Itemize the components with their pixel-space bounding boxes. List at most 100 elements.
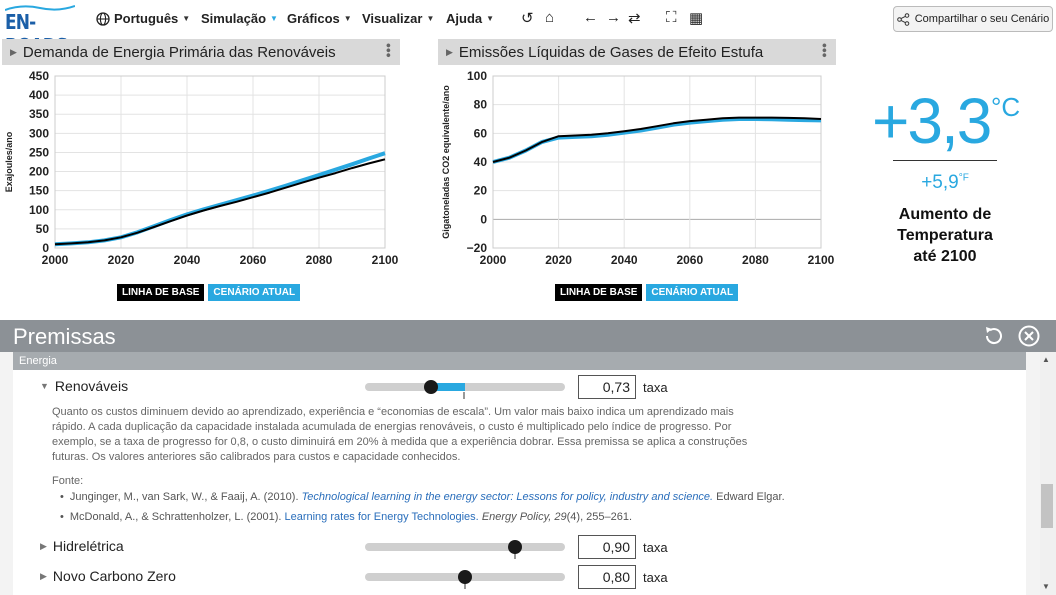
renewables-value-input[interactable]: 0,73 [578, 375, 636, 399]
more-options-icon[interactable]: ••• [381, 43, 397, 58]
x-tick-label: 2000 [42, 253, 69, 267]
series-line-baseline [492, 116, 822, 163]
reference-2-volume: 29 [554, 511, 567, 523]
new-zero-carbon-value-input[interactable]: 0,80 [578, 565, 636, 589]
slider-hydro-knob[interactable] [508, 540, 522, 554]
x-tick-label: 2080 [742, 253, 769, 267]
y-tick-label: 80 [474, 98, 488, 112]
hydro-unit: taxa [643, 540, 668, 555]
premises-scrollbar-thumb[interactable] [1041, 484, 1053, 528]
chart-right-header[interactable]: ▶ Emissões Líquidas de Gases de Efeito E… [438, 39, 836, 65]
legend-baseline[interactable]: LINHA DE BASE [117, 284, 205, 301]
y-tick-label: −20 [467, 241, 488, 255]
x-tick-label: 2020 [108, 253, 135, 267]
y-tick-label: 250 [29, 145, 49, 159]
chart-left-title: Demanda de Energia Primária das Renováve… [22, 43, 336, 61]
scroll-down-icon[interactable]: ▼ [1042, 582, 1050, 591]
slider-new-zero-carbon-default-mark [464, 582, 466, 589]
premises-scrollbar[interactable] [1040, 352, 1056, 595]
chevron-down-icon: ▼ [270, 14, 278, 23]
x-tick-label: 2060 [676, 253, 703, 267]
reference-1-authors: Junginger, M., van Sark, W., & Faaij, A.… [69, 491, 299, 503]
premise-renewables[interactable]: ▼ Renováveis [40, 378, 128, 394]
slider-renewables-knob[interactable] [424, 380, 438, 394]
y-axis-label: Gigatoneladas CO2 equivalente/ano [441, 85, 451, 239]
reference-2-rest: (4), 255–261. [566, 511, 633, 523]
expand-arrow-icon[interactable]: ▶ [446, 46, 453, 57]
y-tick-label: 0 [480, 212, 487, 226]
chevron-down-icon: ▼ [40, 381, 49, 391]
slider-renewables-default-mark [463, 392, 465, 399]
temperature-celsius: +3,3 [872, 85, 992, 157]
premise-new-zero-carbon-label: Novo Carbono Zero [52, 568, 176, 584]
menu-graphs-label: Gráficos [287, 11, 340, 26]
y-tick-label: 40 [474, 155, 488, 169]
renewables-unit: taxa [643, 380, 668, 395]
side-strip [0, 352, 13, 595]
series-line-baseline [54, 158, 386, 246]
reference-2-link[interactable]: Learning rates for Energy Technologies. [284, 511, 479, 523]
globe-icon [96, 11, 110, 26]
reset-icon[interactable] [982, 324, 1006, 348]
close-icon[interactable] [1017, 324, 1041, 348]
hydro-value-input[interactable]: 0,90 [578, 535, 636, 559]
legend-current[interactable]: CENÁRIO ATUAL [646, 284, 739, 301]
series-line-current [54, 151, 386, 247]
slider-hydro[interactable] [365, 543, 565, 551]
menu-view[interactable]: Visualizar ▼ [362, 11, 434, 26]
premise-hydro[interactable]: ▶ Hidrelétrica [40, 538, 124, 554]
reference-1: • Junginger, M., van Sark, W., & Faaij, A… [60, 491, 785, 503]
en-roads-logo[interactable]: EN-ROADS [5, 4, 77, 58]
chevron-down-icon: ▼ [343, 14, 352, 23]
y-tick-label: 100 [29, 203, 49, 217]
slider-hydro-default-mark [514, 552, 516, 559]
slider-renewables[interactable] [365, 383, 565, 391]
reference-2: • McDonald, A., & Schrattenholzer, L. (20… [60, 511, 633, 523]
temperature-fahrenheit-unit: °F [958, 172, 969, 184]
legend-current[interactable]: CENÁRIO ATUAL [208, 284, 301, 301]
fullscreen-icon[interactable]: ⛶ [666, 9, 677, 26]
menu-language-label: Português [114, 11, 179, 26]
chart-left-header[interactable]: ▶ Demanda de Energia Primária das Renová… [2, 39, 400, 65]
new-zero-carbon-unit: taxa [643, 570, 668, 585]
home-icon[interactable]: ⌂ [545, 9, 555, 26]
premise-new-zero-carbon[interactable]: ▶ Novo Carbono Zero [40, 568, 176, 584]
menu-simulation[interactable]: Simulação ▼ [201, 11, 278, 26]
x-tick-label: 2040 [611, 253, 638, 267]
more-options-icon[interactable]: ••• [817, 43, 833, 58]
x-tick-label: 2040 [174, 253, 201, 267]
undo-icon[interactable]: ↺ [521, 10, 534, 27]
menu-view-label: Visualizar [362, 11, 423, 26]
renewables-description: Quanto os custos diminuem devido ao apre… [52, 406, 748, 463]
category-energy[interactable]: Energia [13, 352, 1026, 370]
scroll-up-icon[interactable]: ▲ [1042, 355, 1050, 364]
share-icon [896, 12, 910, 26]
premises-header: Premissas [0, 320, 1056, 352]
slider-new-zero-carbon-knob[interactable] [458, 570, 472, 584]
source-label: Fonte: [52, 475, 84, 487]
legend-baseline[interactable]: LINHA DE BASE [555, 284, 643, 301]
y-tick-label: 150 [29, 184, 49, 198]
share-scenario-button[interactable]: Compartilhar o seu Cenário [893, 6, 1053, 32]
chevron-right-icon: ▶ [40, 570, 47, 581]
expand-arrow-icon[interactable]: ▶ [10, 46, 17, 57]
y-tick-label: 200 [29, 165, 49, 179]
reference-2-authors: McDonald, A., & Schrattenholzer, L. (200… [69, 511, 282, 523]
slider-renewables-fill [431, 383, 465, 391]
back-icon[interactable]: ← [583, 9, 598, 26]
chevron-down-icon: ▼ [182, 14, 191, 23]
grid-view-icon[interactable]: ▦ [689, 10, 704, 27]
menu-graphs[interactable]: Gráficos ▼ [287, 11, 352, 26]
reference-1-link[interactable]: Technological learning in the energy sec… [301, 491, 714, 503]
x-tick-label: 2000 [480, 253, 507, 267]
menu-help[interactable]: Ajuda ▼ [446, 11, 494, 26]
menu-help-label: Ajuda [446, 11, 483, 26]
redo-icon[interactable]: ⇄ [628, 10, 641, 27]
y-tick-label: 450 [29, 69, 49, 83]
menu-language[interactable]: Português ▼ [96, 11, 190, 26]
chevron-right-icon: ▶ [40, 540, 47, 551]
forward-icon[interactable]: → [606, 9, 621, 26]
y-tick-label: 350 [29, 107, 49, 121]
y-tick-label: 100 [467, 69, 487, 83]
premise-hydro-label: Hidrelétrica [52, 538, 124, 554]
